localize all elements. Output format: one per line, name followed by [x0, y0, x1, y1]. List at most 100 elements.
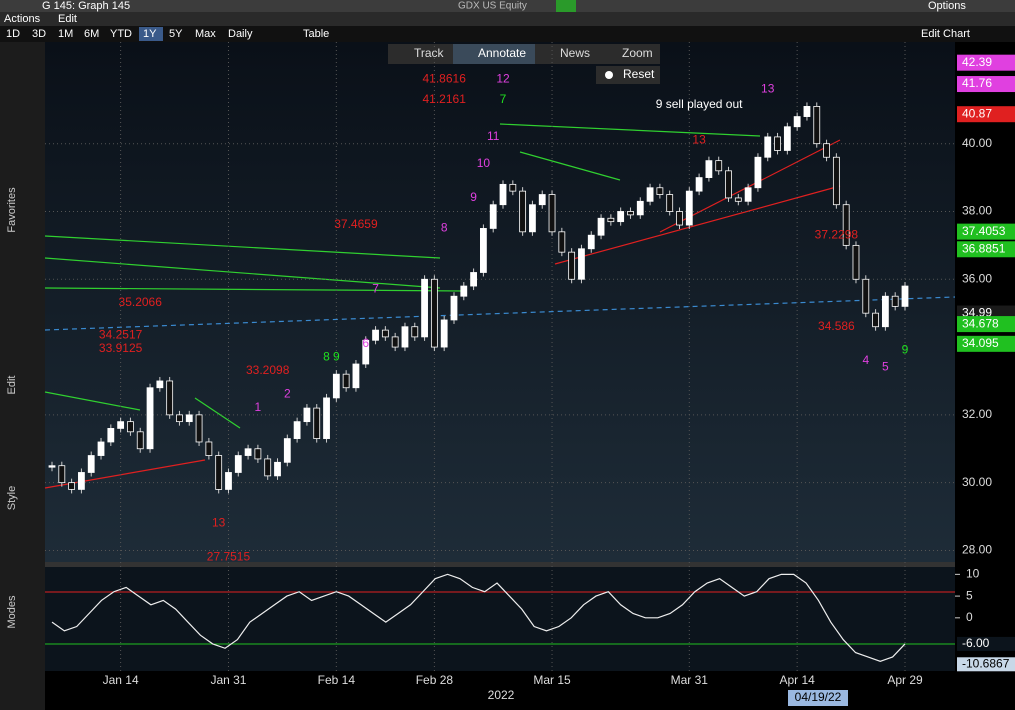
- annotation: 13: [212, 515, 226, 529]
- trend-line: [44, 257, 441, 289]
- candle: [127, 421, 134, 433]
- annotation: 8: [441, 221, 448, 235]
- price-tag-label: 41.76: [962, 76, 992, 90]
- panel-divider: [45, 562, 955, 567]
- annotation: 5: [882, 360, 889, 374]
- trend-line: [519, 151, 621, 181]
- annotation: 12: [496, 71, 510, 85]
- candle: [323, 397, 330, 439]
- trend-line: [44, 391, 141, 411]
- candle: [754, 156, 762, 189]
- candle: [813, 106, 821, 145]
- toolbar-button[interactable]: 1D: [6, 28, 20, 40]
- candle: [450, 295, 458, 321]
- candle: [342, 373, 350, 389]
- candle: [430, 278, 438, 348]
- trend-line: [554, 185, 841, 265]
- toolbar-button[interactable]: Max: [195, 28, 216, 40]
- candle: [401, 326, 409, 348]
- candle: [166, 380, 174, 416]
- candle: [695, 177, 703, 192]
- edit-chart[interactable]: Edit Chart: [921, 28, 970, 40]
- cursor-date-box: [788, 690, 848, 706]
- candle: [842, 204, 850, 246]
- candle: [872, 312, 879, 328]
- price-tag: [957, 241, 1015, 258]
- toolbar-button[interactable]: 1M: [58, 28, 73, 40]
- toolbar-button[interactable]: Table: [303, 28, 329, 40]
- candle: [234, 455, 242, 473]
- candle: [676, 211, 683, 226]
- left-toolbar: [0, 42, 45, 710]
- options-menu[interactable]: Options: [928, 0, 966, 12]
- candle: [725, 170, 732, 199]
- price-tag-label: 34.678: [962, 316, 999, 330]
- toolbar-button[interactable]: 1Y: [143, 28, 157, 40]
- candle: [293, 421, 301, 439]
- cursor-date: 04/19/22: [795, 690, 842, 704]
- candle: [460, 285, 468, 297]
- mode-button[interactable]: News: [560, 46, 590, 60]
- security-button[interactable]: [556, 0, 576, 12]
- reset-label[interactable]: Reset: [623, 67, 655, 81]
- candle: [117, 421, 125, 429]
- candle: [283, 438, 291, 463]
- toolbar-button[interactable]: 5Y: [169, 28, 183, 40]
- mode-button[interactable]: Zoom: [622, 46, 653, 60]
- candle: [264, 458, 272, 477]
- annotation: 33.2098: [246, 363, 290, 377]
- price-tag-label: 37.4053: [962, 224, 1006, 238]
- price-tag: [957, 76, 1015, 93]
- mode-button[interactable]: Track: [414, 46, 445, 60]
- candle: [529, 204, 536, 233]
- candle: [97, 441, 105, 456]
- menu-item[interactable]: Actions: [4, 13, 41, 25]
- price-tag-label: 36.8851: [962, 241, 1006, 255]
- candle: [636, 200, 644, 216]
- candle: [195, 414, 203, 443]
- candle: [332, 373, 340, 399]
- trend-line: [44, 235, 441, 259]
- toolbar: [0, 26, 1015, 42]
- price-tag: [957, 335, 1015, 352]
- y-tick-label: 40.00: [962, 136, 992, 150]
- toolbar-button[interactable]: 3D: [32, 28, 46, 40]
- candle: [136, 431, 144, 450]
- window-title: G 145: Graph 145: [42, 0, 130, 12]
- price-tag-label: 42.39: [962, 55, 992, 69]
- y-tick-label: 30.00: [962, 475, 992, 489]
- annotation: 27.7515: [207, 549, 251, 563]
- candle: [411, 326, 419, 338]
- annotation: 10: [477, 156, 491, 170]
- annotation: 1: [255, 400, 262, 414]
- menu-item[interactable]: Edit: [58, 13, 77, 25]
- toolbar-button[interactable]: 6M: [84, 28, 99, 40]
- side-label: Edit: [6, 376, 18, 395]
- toolbar-button[interactable]: YTD: [110, 28, 132, 40]
- candle: [372, 329, 379, 341]
- oscillator-panel: [45, 567, 955, 671]
- candle: [891, 295, 899, 307]
- trend-line: [194, 397, 241, 429]
- candle: [87, 455, 95, 473]
- trend-lines: [44, 123, 956, 489]
- annotation: 2: [284, 387, 291, 401]
- reset-button[interactable]: [596, 66, 660, 84]
- trend-line: [499, 123, 761, 137]
- toolbar-button[interactable]: Daily: [228, 28, 253, 40]
- candle: [225, 472, 232, 490]
- osc-tag: [957, 636, 1015, 651]
- candle: [548, 194, 556, 233]
- annotation: 9 sell played out: [656, 97, 743, 111]
- candle: [568, 251, 576, 280]
- security-field[interactable]: GDX US Equity: [458, 1, 527, 12]
- candle: [597, 217, 605, 236]
- candle: [705, 160, 713, 178]
- price-tag: [957, 316, 1015, 333]
- candle: [774, 136, 781, 151]
- year-label: 2022: [488, 688, 515, 702]
- mode-button[interactable]: Annotate: [478, 46, 526, 60]
- oscillator-line: [51, 573, 906, 662]
- moving-average: [44, 296, 956, 331]
